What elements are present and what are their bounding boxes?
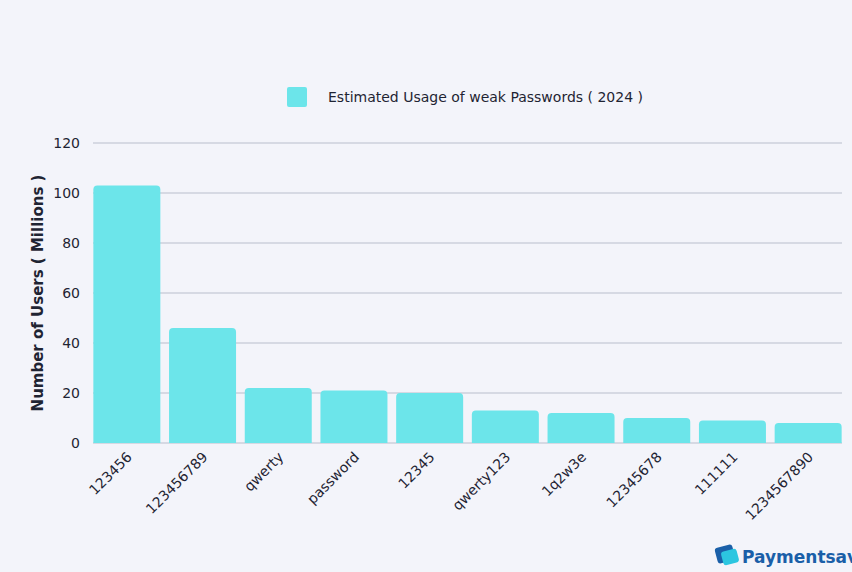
bar [472,411,539,444]
y-tick-label: 100 [53,185,80,201]
bar [320,391,387,444]
grid-line [93,142,842,143]
legend-swatch [287,87,307,107]
x-tick-label: password [304,449,362,507]
y-tick-label: 40 [62,335,80,351]
y-axis-label: Number of Users ( Millions ) [29,175,47,412]
x-tick-label: 123456 [86,449,135,498]
grid-line [93,292,842,293]
grid-line [93,242,842,243]
bar [699,421,766,444]
x-tick-label: 12345678 [603,449,665,511]
y-tick-label: 20 [62,385,80,401]
chart-container: 0 20 40 60 80 100 120 123456123456789 qwerty pass… [0,0,852,572]
bar [548,413,615,443]
x-tick-label: 111111 [691,449,740,498]
x-tick-label: 1234567890 [742,449,816,523]
annotation: Paymentsave [742,547,852,567]
bar [775,423,842,443]
y-tick-label: 0 [71,435,80,451]
bar [396,393,463,443]
legend-label: Estimated Usage of weak Passwords ( 2024… [328,89,643,105]
bars [93,186,841,444]
y-tick-label: 120 [53,135,80,151]
x-tick-label: qwerty123 [449,449,513,513]
x-tick-label: 12345 [395,449,438,492]
bar [245,388,312,443]
y-tick-label: 80 [62,235,80,251]
logo: Paymentsave [714,544,852,567]
logo-icon [720,548,739,566]
y-tick-label: 60 [62,285,80,301]
grid-line [93,192,842,193]
bar [93,186,160,444]
bar [623,418,690,443]
background [0,0,852,572]
x-tick-label: 123456789 [143,449,211,517]
grid [93,143,842,443]
chart: 0 20 40 60 80 100 120 123456123456789 qwerty pass… [0,0,852,572]
legend: Estimated Usage of weak Passwords ( 2024… [287,87,643,107]
x-tick-label: qwerty [241,449,287,495]
x-tick-label: 1q2w3e [538,449,589,500]
bar [169,328,236,443]
